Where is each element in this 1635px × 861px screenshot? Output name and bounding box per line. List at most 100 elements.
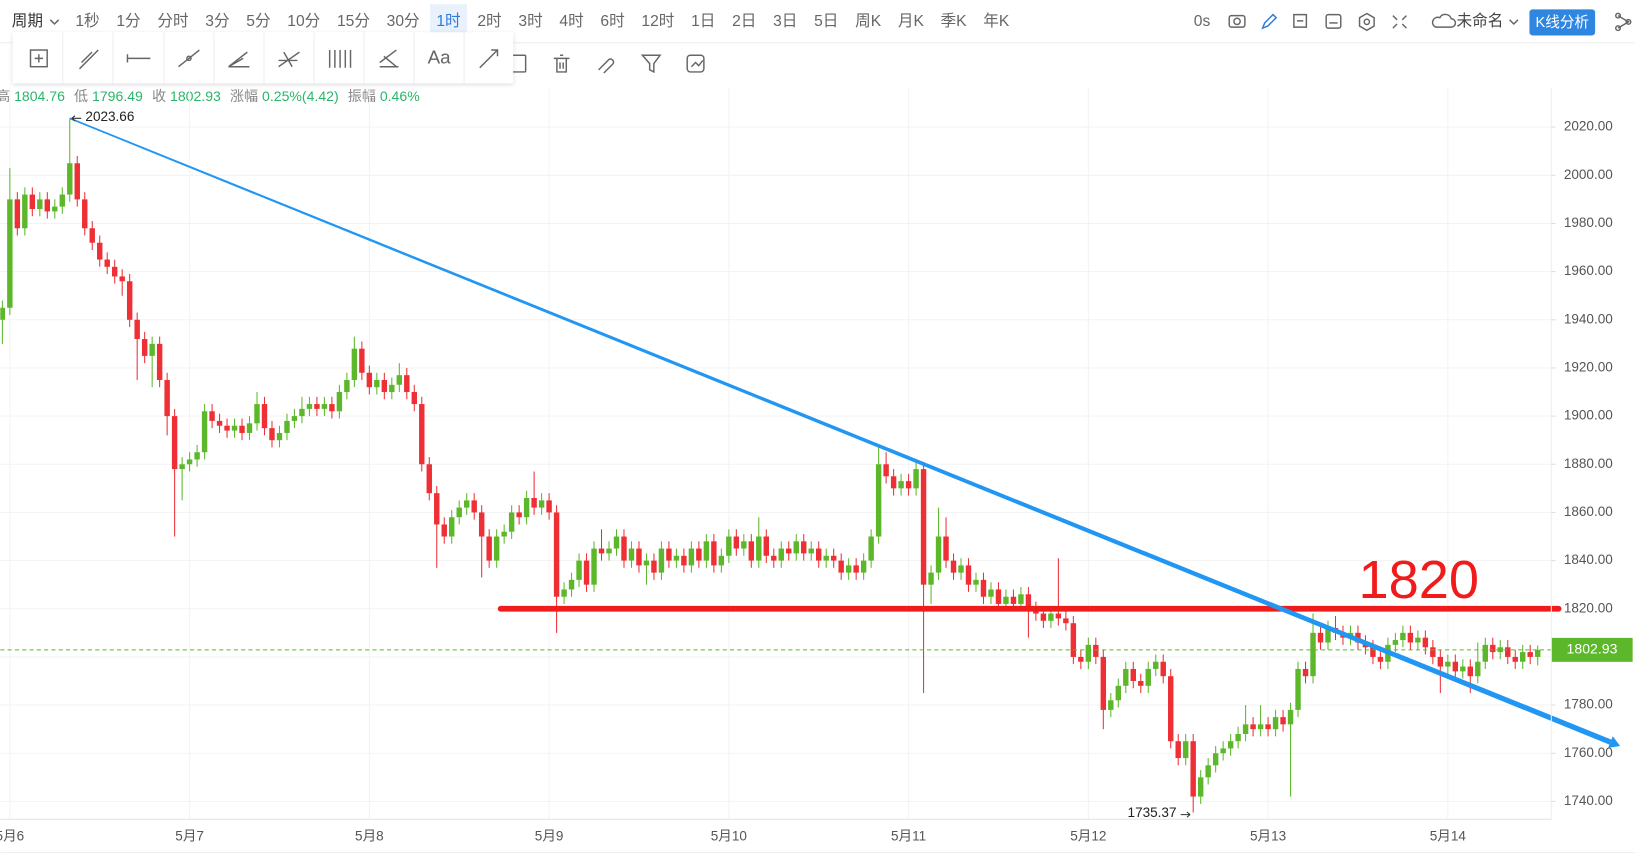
candle-body (1467, 666, 1474, 677)
overlay: 1802.93 1820 2023.66 1735.37 (0, 109, 1633, 820)
period[interactable]: 4时 (559, 12, 584, 30)
period[interactable]: 年K (983, 12, 1010, 30)
candle-body (516, 512, 522, 518)
palette-dividers (62, 32, 465, 84)
candle-body (359, 348, 365, 373)
period[interactable]: 1秒 (75, 12, 99, 30)
candle-body (239, 425, 245, 433)
candle-body (943, 536, 949, 561)
candle-body (1482, 644, 1488, 662)
candle-body (905, 481, 912, 489)
candle-body (1437, 656, 1444, 667)
x-tick-label: 5月12 (1070, 829, 1106, 844)
candle-body (651, 560, 657, 573)
candle-body (673, 555, 680, 561)
candle-body (913, 469, 919, 489)
candle-body (209, 411, 215, 421)
candle-body (1078, 656, 1084, 662)
candle-body (1070, 623, 1077, 657)
candle-body (254, 404, 260, 424)
candle-body (1130, 668, 1136, 681)
level-label: 1820 (1358, 550, 1479, 610)
candle-body (681, 555, 687, 566)
info-label: 涨幅 (230, 88, 258, 104)
period[interactable]: 10分 (287, 12, 320, 30)
candle-body (643, 560, 650, 566)
period[interactable]: 3分 (205, 12, 230, 30)
candle-body (37, 199, 43, 210)
period[interactable]: 2时 (477, 12, 502, 30)
x-tick-label: 5月10 (711, 829, 747, 844)
toolbar-icons[interactable] (1228, 12, 1632, 32)
candle-body (598, 548, 605, 554)
candle-body (546, 500, 552, 513)
period[interactable]: 1时 (436, 12, 461, 30)
x-tick-label: 5月14 (1430, 829, 1467, 844)
period[interactable]: 1分 (116, 12, 141, 30)
candle-body (411, 392, 417, 405)
workspace-name[interactable]: 未命名 (1456, 12, 1503, 30)
candle-body (1287, 709, 1294, 725)
text-tool[interactable]: Aa (428, 46, 452, 67)
y-tick-label: 1900.00 (1564, 408, 1613, 423)
period[interactable]: 季K (941, 12, 968, 30)
period[interactable]: 3日 (773, 13, 797, 30)
candle-body (1280, 717, 1286, 725)
candle-body (1445, 661, 1451, 667)
period[interactable]: 周K (855, 13, 882, 30)
candle-body (830, 555, 837, 561)
analysis-button[interactable] (1529, 9, 1596, 36)
candle-body (1527, 652, 1533, 657)
period[interactable]: 2日 (732, 13, 756, 30)
last-price-label: 1802.93 (1567, 641, 1618, 657)
candle-body (1430, 647, 1436, 657)
candle-body (816, 548, 822, 561)
period[interactable]: 5分 (246, 12, 271, 30)
candle-body (194, 452, 200, 460)
y-tick-label: 1740.00 (1564, 793, 1613, 808)
period[interactable]: 1日 (691, 13, 715, 30)
candle-body (1475, 661, 1481, 677)
candle-body (1212, 753, 1219, 766)
period[interactable]: 15分 (337, 12, 370, 30)
period[interactable]: 5日 (814, 13, 838, 30)
candle-body (1235, 733, 1241, 742)
period[interactable]: 6时 (600, 12, 625, 30)
period[interactable]: 12时 (641, 12, 674, 30)
period[interactable]: 30分 (387, 12, 420, 30)
candle-body (778, 548, 784, 561)
palette-tools[interactable] (29, 49, 499, 70)
period-label[interactable]: 周期 (12, 12, 43, 30)
candle-body (1257, 724, 1264, 730)
candle-body (1370, 647, 1376, 657)
period[interactable]: 3时 (518, 12, 543, 30)
y-tick-label: 2000.00 (1564, 167, 1613, 182)
candle-body (74, 163, 80, 200)
drawing-palette: Aa (12, 32, 514, 84)
y-tick-label: 1980.00 (1564, 215, 1613, 230)
candle-body (493, 536, 500, 561)
period[interactable]: 月K (898, 13, 925, 30)
candle-body (97, 242, 103, 260)
candle-body (1063, 618, 1069, 624)
candle-body (1452, 661, 1459, 672)
candle-body (14, 199, 21, 229)
candle-body (299, 408, 305, 417)
candle-body (1108, 700, 1114, 710)
ohlc-info: 高 1804.76 低 1796.49 收 1802.93 涨幅 0.25%(4… (0, 88, 420, 104)
period[interactable]: 分时 (157, 12, 189, 30)
candle-body (456, 507, 462, 518)
candle-body (935, 536, 942, 573)
candle-body (523, 497, 530, 518)
candle-body (486, 536, 492, 561)
candle-body (583, 560, 590, 585)
analysis-button-label[interactable]: K线分析 (1536, 14, 1589, 31)
candle-body (628, 548, 635, 561)
candle-body (276, 432, 283, 441)
candle-body (396, 375, 403, 385)
candle-body (478, 512, 485, 537)
candle-body (89, 228, 95, 243)
candle-body (973, 579, 979, 585)
timer: 0s (1194, 13, 1211, 30)
